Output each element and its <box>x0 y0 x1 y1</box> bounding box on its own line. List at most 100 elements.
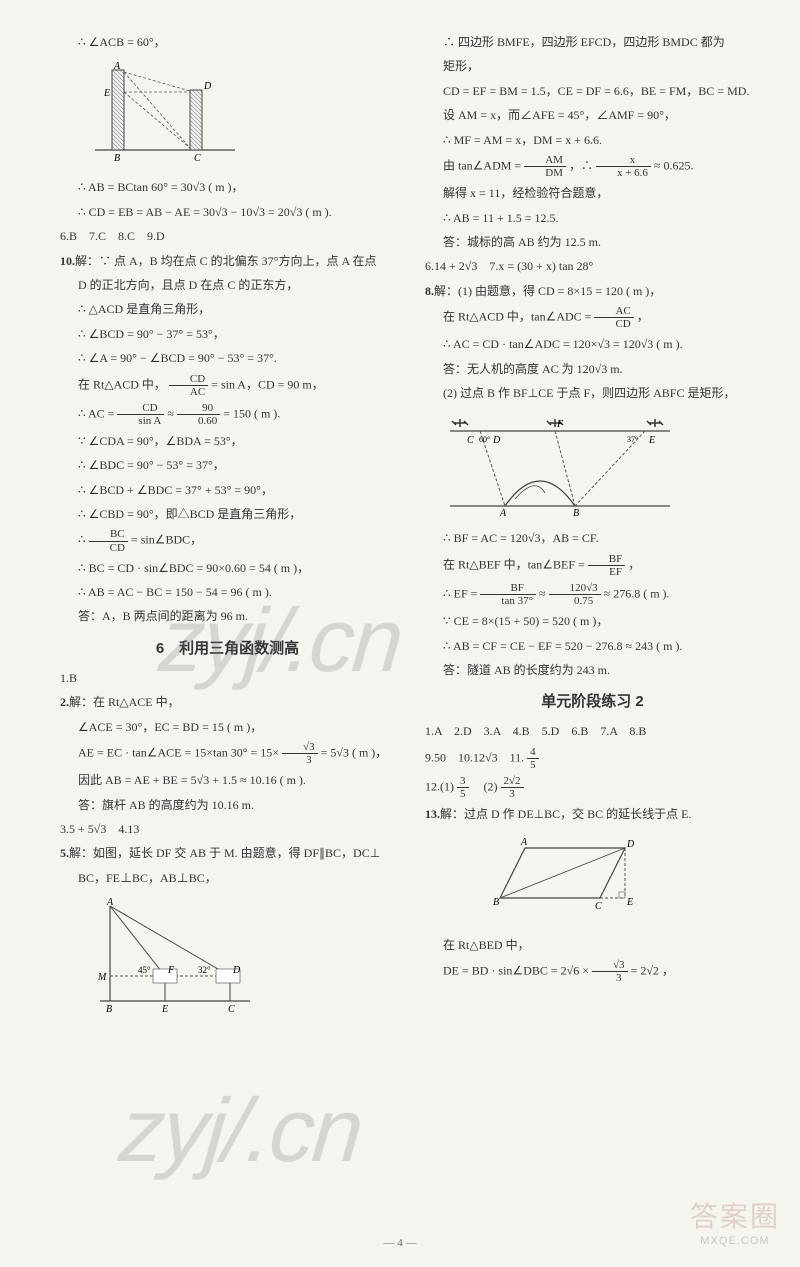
item-number: 13. <box>425 807 440 821</box>
text-line: 8.解：(1) 由题意，得 CD = 8×15 = 120 ( m )， <box>425 281 760 301</box>
text-line: ∴ ∠ACB = 60°， <box>60 32 395 52</box>
svg-text:B: B <box>493 897 499 908</box>
text-line: 在 Rt△ACD 中，tan∠ADC = ACCD ， <box>425 305 760 330</box>
figure-4: A D B C E <box>485 833 760 927</box>
text-line: ∴ EF = BFtan 37° ≈ 120√30.75 ≈ 276.8 ( m… <box>425 582 760 607</box>
text-line: ∴ CD = EB = AB − AE = 30√3 − 10√3 = 20√3… <box>60 202 395 222</box>
svg-text:B: B <box>114 153 120 164</box>
text-line: ∴ AB = AC − BC = 150 − 54 = 96 ( m ). <box>60 582 395 602</box>
text: = sin A，CD = 90 m， <box>211 377 324 391</box>
text-line: 因此 AB = AE + BE = 5√3 + 1.5 ≈ 10.16 ( m … <box>60 770 395 790</box>
fraction: CDsin A <box>117 402 164 427</box>
text: = sin∠BDC， <box>131 533 202 547</box>
text: 在 Rt△ACD 中， <box>78 377 166 391</box>
text-line: ∴ ∠BCD = 90° − 37° = 53°， <box>60 324 395 344</box>
svg-text:C: C <box>228 1004 235 1015</box>
text-line: ∴ △ACD 是直角三角形， <box>60 299 395 319</box>
fraction: CDAC <box>169 373 208 398</box>
svg-text:32°: 32° <box>198 965 211 975</box>
text: 12.(1) <box>425 779 457 793</box>
text-line: AE = EC · tan∠ACE = 15×tan 30° = 15× √33… <box>60 741 395 766</box>
svg-text:D: D <box>203 81 212 92</box>
svg-text:F: F <box>556 419 564 430</box>
fraction: AMDM <box>524 154 566 179</box>
fraction: xx + 6.6 <box>596 154 651 179</box>
figure-3: C D 60° F 37° E A B <box>445 411 760 520</box>
text-line: 解得 x = 11，经检验符合题意， <box>425 183 760 203</box>
text-line: 在 Rt△BEF 中，tan∠BEF = BFEF ， <box>425 553 760 578</box>
text: ≈ 276.8 ( m ). <box>604 586 670 600</box>
svg-text:F: F <box>167 965 175 976</box>
drone-icon <box>647 419 663 427</box>
right-column: ∴ 四边形 BMFE，四边形 EFCD，四边形 BMDC 都为 矩形， CD =… <box>425 30 760 1247</box>
text-line: DE = BD · sin∠DBC = 2√6 × √33 = 2√2 ， <box>425 959 760 984</box>
text-line: 13.解：过点 D 作 DE⊥BC，交 BC 的延长线于点 E. <box>425 804 760 824</box>
fraction: ACCD <box>594 305 633 330</box>
text-line: 答：隧道 AB 的长度约为 243 m. <box>425 660 760 680</box>
text: = 5√3 ( m )， <box>321 745 388 759</box>
text-line: 矩形， <box>425 56 760 76</box>
text: 在 Rt△BEF 中，tan∠BEF = <box>443 557 588 571</box>
text-line: ∴ AB = CF = CE − EF = 520 − 276.8 ≈ 243 … <box>425 636 760 656</box>
text-line: 答：无人机的高度 AC 为 120√3 m. <box>425 359 760 379</box>
fraction: √33 <box>282 741 318 766</box>
text-line: 3.5 + 5√3 4.13 <box>60 819 395 839</box>
fraction: 120√30.75 <box>549 582 601 607</box>
text-line: 9.50 10.12√3 11. 45 <box>425 746 760 771</box>
svg-text:D: D <box>626 839 635 850</box>
svg-text:D: D <box>232 965 241 976</box>
text-line: ∴ ∠BCD + ∠BDC = 37° + 53° = 90°， <box>60 480 395 500</box>
text: ， <box>628 557 640 571</box>
text-line: ∴ AB = BCtan 60° = 30√3 ( m )， <box>60 177 395 197</box>
text: ≈ <box>167 406 177 420</box>
text-line: 12.(1) 35 (2) 2√23 <box>425 775 760 800</box>
fraction: BCCD <box>89 528 128 553</box>
svg-text:B: B <box>106 1004 112 1015</box>
svg-text:B: B <box>573 508 579 516</box>
text-line: ∠ACE = 30°，EC = BD = 15 ( m )， <box>60 717 395 737</box>
svg-text:C: C <box>467 435 474 446</box>
fraction: BFEF <box>588 553 625 578</box>
text-line: 由 tan∠ADM = AMDM ，∴ xx + 6.6 ≈ 0.625. <box>425 154 760 179</box>
svg-text:45°: 45° <box>138 965 151 975</box>
fraction: √33 <box>592 959 628 984</box>
stamp-url: MXQE.COM <box>690 1235 780 1247</box>
svg-text:E: E <box>648 435 655 446</box>
text-line: 10.解：∵ 点 A，B 均在点 C 的北偏东 37°方向上，点 A 在点 <box>60 251 395 271</box>
text-line: ∴ BF = AC = 120√3，AB = CF. <box>425 528 760 548</box>
text-line: ∴ 四边形 BMFE，四边形 EFCD，四边形 BMDC 都为 <box>425 32 760 52</box>
text: ∴ <box>78 533 89 547</box>
text-line: 6.B 7.C 8.C 9.D <box>60 226 395 246</box>
section-heading: 单元阶段练习 2 <box>425 690 760 711</box>
svg-text:C: C <box>194 153 201 164</box>
item-number: 5. <box>60 846 69 860</box>
svg-text:A: A <box>499 508 507 516</box>
text-line: BC，FE⊥BC，AB⊥BC， <box>60 868 395 888</box>
svg-text:A: A <box>106 897 114 908</box>
figure-2: A M B E F D C 45° 32° <box>90 896 395 1020</box>
text: ∴ AC = <box>78 406 117 420</box>
text: ，∴ <box>569 158 596 172</box>
text: 由 tan∠ADM = <box>443 158 524 172</box>
page-number: — 4 — <box>384 1237 417 1249</box>
fraction: 45 <box>527 746 539 771</box>
left-column: ∴ ∠ACB = 60°， A D E <box>60 30 395 1247</box>
text-line: ∴ ∠CBD = 90°，即△BCD 是直角三角形， <box>60 504 395 524</box>
text: 解：在 Rt△ACE 中， <box>69 695 180 709</box>
section-heading: 6 利用三角函数测高 <box>60 637 395 658</box>
text-line: ∵ CE = 8×(15 + 50) = 520 ( m )， <box>425 611 760 631</box>
text: 9.50 10.12√3 11. <box>425 750 524 764</box>
svg-text:E: E <box>161 1004 168 1015</box>
text-line: 在 Rt△ACD 中， CDAC = sin A，CD = 90 m， <box>60 373 395 398</box>
text-line: 答：旗杆 AB 的高度约为 10.16 m. <box>60 795 395 815</box>
text-line: CD = EF = BM = 1.5，CE = DF = 6.6，BE = FM… <box>425 81 760 101</box>
svg-text:A: A <box>113 61 121 72</box>
fraction: 900.60 <box>177 402 220 427</box>
text-line: ∴ MF = AM = x，DM = x + 6.6. <box>425 130 760 150</box>
fraction: 2√23 <box>501 775 524 800</box>
svg-text:A: A <box>520 837 528 848</box>
text: ， <box>637 309 649 323</box>
svg-text:M: M <box>97 972 107 983</box>
text-line: 答：城标的高 AB 约为 12.5 m. <box>425 232 760 252</box>
text: ≈ <box>539 586 549 600</box>
